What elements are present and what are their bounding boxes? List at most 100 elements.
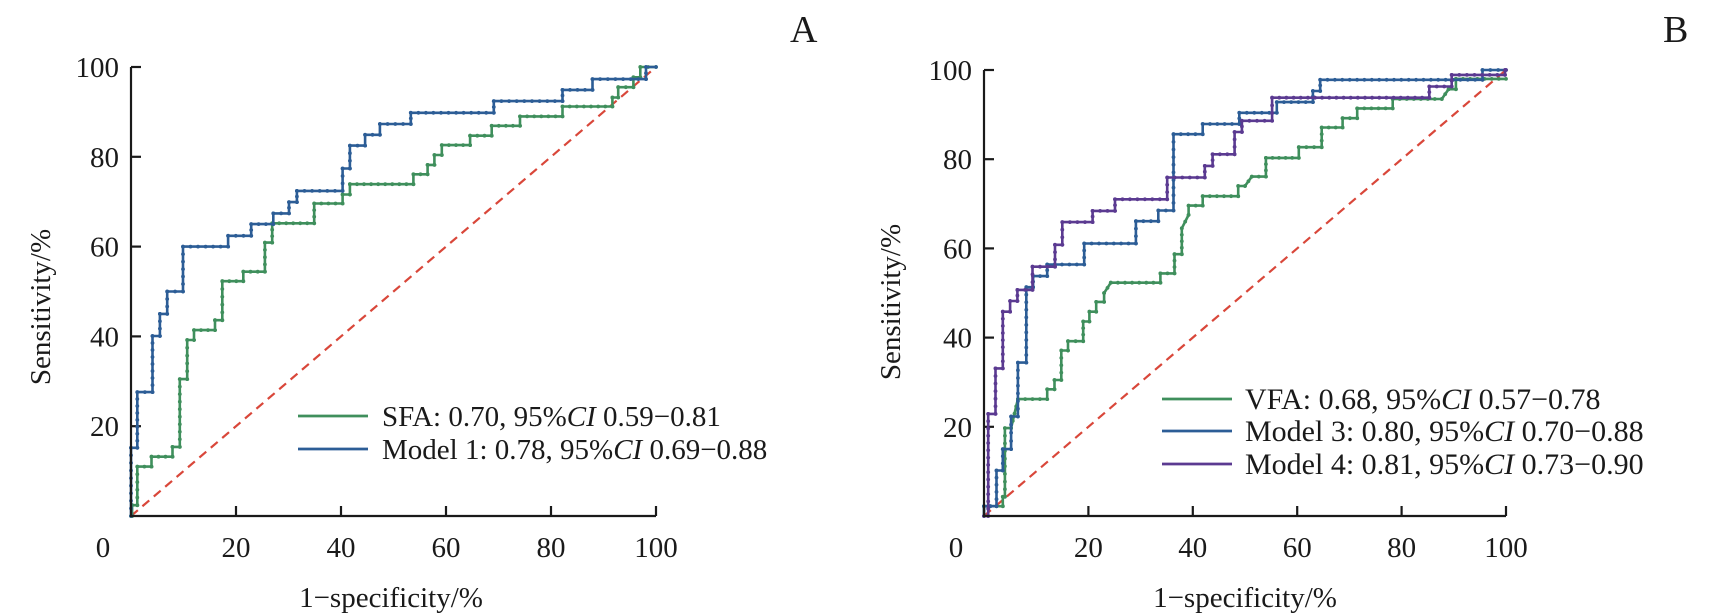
data-point: [1496, 77, 1501, 81]
series-model-3: [982, 68, 1508, 518]
data-point: [196, 244, 200, 249]
data-point: [1495, 73, 1500, 77]
data-point: [1134, 219, 1138, 224]
data-point: [1414, 77, 1418, 82]
data-point: [1496, 68, 1501, 72]
data-point: [185, 361, 190, 366]
data-point: [567, 104, 572, 109]
curves-layer: [129, 65, 658, 518]
data-point: [546, 114, 551, 119]
legend-label: SFA: 0.70, 95%CI 0.59−0.81: [382, 401, 721, 433]
data-point: [1030, 280, 1035, 284]
legend-label: Model 3: 0.80, 95%CI 0.70−0.88: [1245, 415, 1644, 448]
data-point: [1340, 125, 1345, 130]
data-point: [348, 143, 352, 148]
data-point: [1298, 95, 1303, 100]
data-point: [1232, 137, 1237, 142]
data-point: [1270, 103, 1274, 108]
data-point: [181, 252, 185, 256]
data-point: [287, 205, 291, 210]
data-point: [1284, 95, 1289, 100]
data-point: [1130, 280, 1134, 285]
axes: [982, 70, 1506, 518]
data-point: [1016, 414, 1020, 419]
data-point: [135, 480, 140, 484]
data-point: [1053, 257, 1057, 262]
data-point: [163, 454, 168, 459]
data-point: [560, 114, 565, 119]
data-point: [532, 114, 537, 119]
data-point: [1171, 155, 1176, 160]
data-point: [1111, 241, 1116, 246]
data-point: [986, 463, 991, 467]
data-point: [199, 328, 203, 332]
data-point: [1000, 352, 1005, 357]
data-point: [1277, 95, 1282, 100]
data-point: [1348, 116, 1352, 121]
data-point: [135, 418, 140, 422]
data-point: [270, 240, 275, 245]
data-point: [1442, 84, 1447, 89]
data-point: [1008, 299, 1012, 303]
reference-layer: [983, 69, 1507, 517]
data-point: [1171, 208, 1176, 213]
data-point: [1255, 118, 1259, 123]
data-point: [986, 426, 991, 431]
data-point: [610, 95, 615, 100]
data-point: [1082, 241, 1087, 246]
data-point: [1256, 174, 1261, 179]
data-point: [1319, 132, 1324, 137]
data-point: [1158, 280, 1163, 285]
data-point: [1164, 208, 1168, 213]
data-point: [1172, 265, 1177, 269]
data-point: [270, 234, 275, 239]
data-point: [623, 85, 628, 90]
data-point: [1105, 209, 1110, 213]
data-point: [1067, 262, 1072, 267]
data-point: [499, 99, 504, 103]
data-point: [291, 221, 296, 226]
y-tick-label: 20: [90, 411, 119, 443]
data-point: [1270, 95, 1274, 100]
data-point: [1082, 262, 1087, 267]
legend-label: VFA: 0.68, 95%CI 0.57−0.78: [1245, 383, 1601, 416]
data-point: [369, 182, 373, 187]
data-point: [1045, 268, 1050, 273]
data-point: [1355, 106, 1360, 111]
data-point: [560, 93, 565, 98]
data-point: [425, 163, 430, 167]
data-point: [1009, 447, 1013, 451]
data-point: [994, 497, 999, 501]
y-tick-label: 100: [76, 52, 120, 84]
data-point: [539, 114, 544, 119]
data-point: [432, 153, 437, 157]
panel-label: B: [1663, 9, 1688, 51]
data-point: [1090, 209, 1095, 213]
data-point: [1074, 262, 1079, 267]
data-point: [1150, 197, 1155, 202]
data-point: [1289, 100, 1294, 104]
data-point: [326, 201, 331, 206]
data-point: [1000, 338, 1005, 342]
data-point: [234, 279, 239, 284]
data-point: [1012, 411, 1017, 416]
data-point: [1458, 77, 1463, 82]
data-point: [271, 222, 276, 227]
data-point: [986, 470, 991, 475]
data-point: [1000, 309, 1005, 314]
data-point: [158, 326, 162, 331]
data-point: [1277, 156, 1281, 160]
data-point: [295, 189, 299, 193]
data-point: [432, 163, 437, 167]
reference-layer: [130, 66, 657, 517]
data-point: [1487, 73, 1492, 77]
data-point: [1165, 271, 1170, 276]
data-point: [295, 200, 299, 205]
data-point: [1098, 209, 1102, 213]
data-point: [158, 334, 162, 338]
data-point: [1171, 162, 1176, 167]
data-point: [1045, 274, 1050, 278]
data-point: [1172, 258, 1177, 263]
data-point: [1171, 185, 1176, 190]
